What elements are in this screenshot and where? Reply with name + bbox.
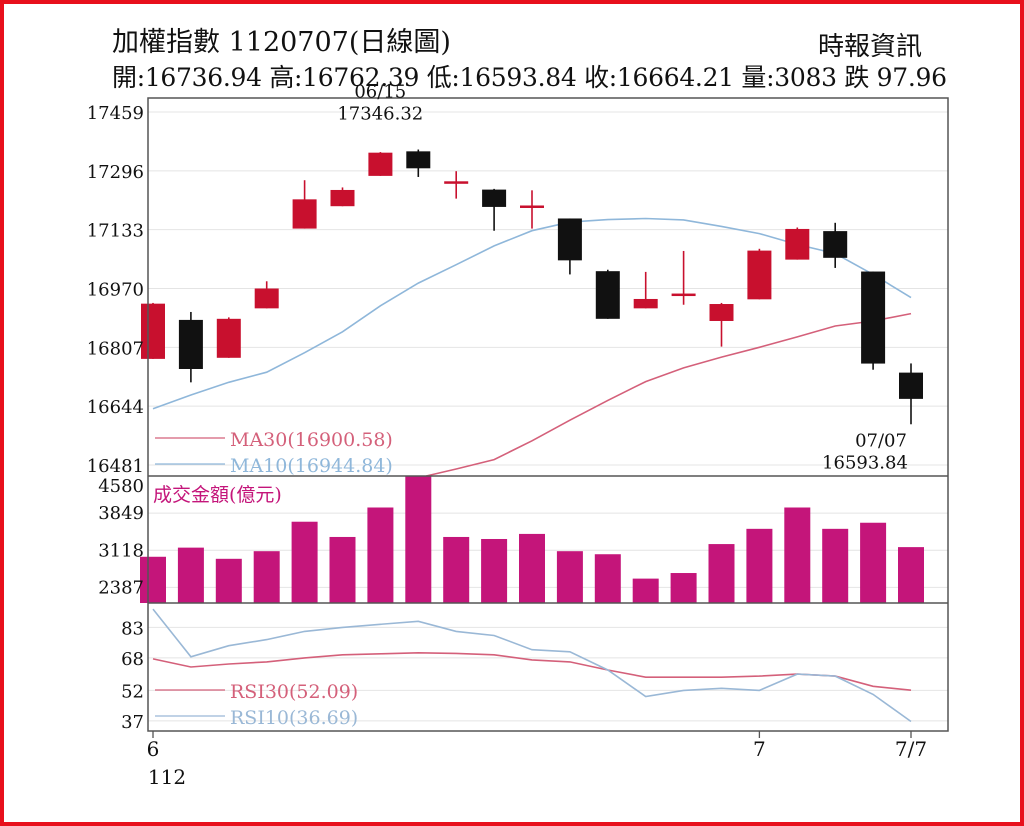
volume-panel [140, 476, 924, 603]
candle-down [178, 319, 203, 369]
x-tick-label: 6 [147, 737, 160, 761]
rsi-tick-label: 52 [121, 681, 144, 702]
rsi-panel [152, 608, 912, 723]
price-tick-label: 17459 [87, 103, 144, 124]
candle-up [709, 304, 734, 321]
volume-bar [481, 538, 508, 603]
rsi-tick-label: 83 [121, 618, 144, 639]
chart-labels: 17459 17296 17133 16970 16807 16644 16481 06/15… [87, 82, 927, 789]
ma30-line [426, 312, 912, 477]
volume-title: 成交金額(億元) [153, 484, 282, 506]
volume-tick-label: 3849 [98, 503, 144, 524]
volume-bar [822, 528, 849, 603]
price-tick-label: 16644 [87, 397, 144, 418]
candle-up [330, 189, 355, 207]
volume-bar [405, 476, 432, 603]
stats-line: 開:16736.94 高:16762.39 低:16593.84 收:16664… [112, 63, 947, 92]
panel-borders [147, 97, 949, 738]
rsi30-line [152, 651, 912, 691]
price-tick-label: 17133 [87, 221, 144, 242]
volume-bar [746, 528, 773, 603]
price-panel [141, 149, 923, 477]
candle-up [520, 205, 544, 208]
volume-bar [556, 551, 583, 603]
price-tick-label: 17296 [87, 162, 144, 183]
ma10-legend-label: MA10(16944.84) [230, 455, 393, 477]
volume-bar [177, 547, 204, 603]
x-tick-label: 112 [148, 765, 186, 789]
volume-bar [860, 522, 887, 603]
ma10-line [152, 217, 912, 410]
volume-bar [443, 536, 470, 603]
rsi10-legend-label: RSI10(36.69) [230, 707, 358, 729]
x-tick-label: 7 [753, 737, 766, 761]
price-tick-label: 16970 [87, 280, 144, 301]
volume-bar [367, 507, 394, 603]
volume-tick-label: 3118 [98, 540, 144, 561]
rsi-tick-label: 37 [121, 712, 144, 733]
x-tick-label: 7/7 [895, 737, 927, 761]
candle-up [444, 181, 469, 184]
candle-down [557, 218, 582, 261]
chart-title: 加權指數 1120707(日線圖) [112, 27, 451, 58]
candle-up [292, 199, 317, 229]
candle-down [406, 151, 431, 169]
candle-up [633, 298, 658, 309]
volume-bar [632, 578, 659, 603]
candle-up [216, 318, 241, 358]
candle-up [785, 228, 810, 260]
rsi-tick-label: 68 [121, 649, 144, 670]
candle-up [747, 250, 772, 300]
low-value-label: 16593.84 [822, 452, 908, 473]
volume-bar [253, 551, 280, 603]
price-tick-label: 16807 [87, 338, 144, 359]
ma30-legend-label: MA30(16900.58) [230, 429, 393, 451]
rsi10-line [152, 608, 912, 723]
volume-bar [594, 554, 621, 603]
candle-down [899, 372, 923, 399]
candle-down [823, 231, 848, 258]
candle-up [368, 152, 393, 176]
volume-bar [140, 556, 166, 603]
candle-down [861, 271, 886, 364]
high-date-label: 06/15 [354, 82, 406, 103]
candle-up [254, 288, 279, 309]
plot-border [147, 97, 949, 732]
volume-bar [215, 558, 242, 603]
volume-tick-label: 2387 [98, 577, 144, 598]
volume-bar [329, 536, 356, 603]
high-value-label: 17346.32 [337, 104, 423, 125]
volume-bar [708, 544, 735, 603]
candle-up [141, 303, 165, 359]
volume-tick-label: 4580 [98, 476, 144, 497]
candle-down [595, 271, 620, 319]
volume-bar [898, 547, 924, 603]
candle-down [482, 189, 507, 207]
price-tick-label: 16481 [87, 456, 144, 477]
low-date-label: 07/07 [855, 430, 907, 451]
candle-up [671, 293, 696, 297]
volume-bar [784, 507, 811, 603]
rsi30-legend-label: RSI30(52.09) [230, 681, 358, 703]
grid-layer [148, 111, 948, 722]
volume-bar [670, 573, 697, 603]
volume-bar [291, 521, 318, 603]
source-label: 時報資訊 [818, 32, 923, 62]
volume-bar [519, 533, 545, 603]
